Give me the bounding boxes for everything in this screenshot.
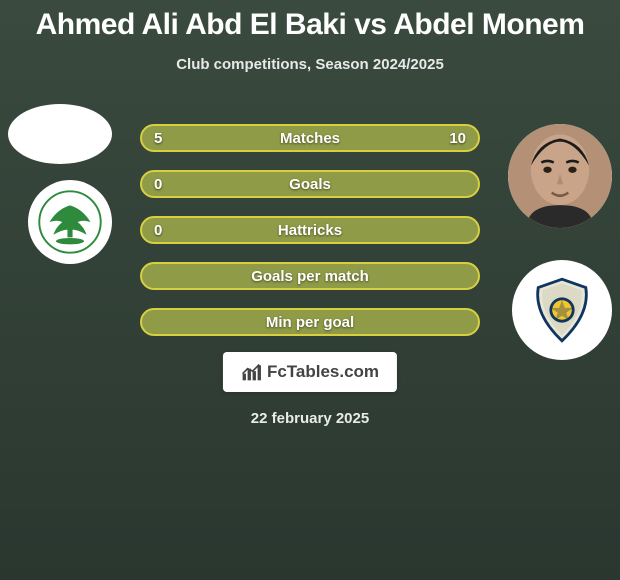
shield-badge-icon (527, 275, 597, 345)
bars-chart-icon (241, 362, 261, 382)
stat-row: 5 Matches 10 (140, 124, 480, 152)
club-badge-left (28, 180, 112, 264)
eagle-badge-icon (38, 190, 102, 254)
stat-left-value: 0 (154, 176, 162, 193)
stat-left-value: 0 (154, 222, 162, 239)
stat-label: Min per goal (266, 314, 354, 331)
stat-right-value: 10 (449, 130, 466, 147)
stat-label: Goals per match (251, 268, 369, 285)
subtitle: Club competitions, Season 2024/2025 (0, 56, 620, 73)
club-badge-right (512, 260, 612, 360)
face-placeholder-icon (508, 124, 612, 228)
date-label: 22 february 2025 (251, 410, 369, 427)
brand-text: FcTables.com (267, 362, 379, 382)
stat-label: Goals (289, 176, 331, 193)
stat-row: Min per goal (140, 308, 480, 336)
stat-row: 0 Hattricks (140, 216, 480, 244)
stat-row: Goals per match (140, 262, 480, 290)
stat-row: 0 Goals (140, 170, 480, 198)
player-left-avatar (8, 104, 112, 164)
player-right-avatar (508, 124, 612, 228)
comparison-card: Ahmed Ali Abd El Baki vs Abdel Monem Clu… (0, 0, 620, 580)
brand-badge: FcTables.com (223, 352, 397, 392)
stats-list: 5 Matches 10 0 Goals 0 Hattricks Goals p… (140, 124, 480, 336)
page-title: Ahmed Ali Abd El Baki vs Abdel Monem (0, 0, 620, 42)
stat-label: Matches (280, 130, 340, 147)
stat-label: Hattricks (278, 222, 342, 239)
stat-left-value: 5 (154, 130, 162, 147)
